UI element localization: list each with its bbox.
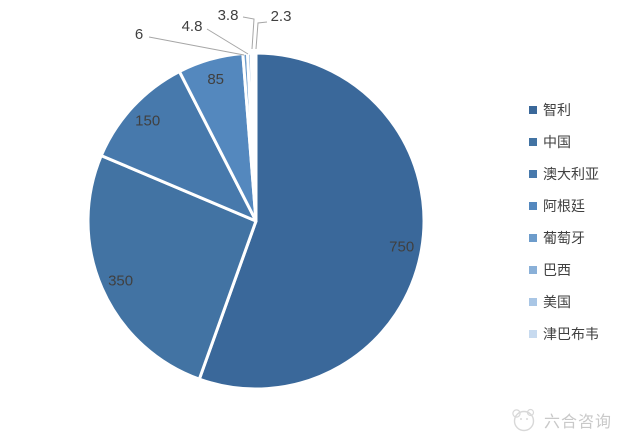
legend-label: 阿根廷 [543,197,585,214]
data-label-0: 750 [389,238,414,255]
legend-label: 智利 [543,101,571,118]
data-label-7: 2.3 [271,8,292,25]
liuhe-logo-icon [512,408,535,432]
legend-item-4: 葡萄牙 [529,228,599,247]
legend-label: 美国 [543,293,571,310]
data-label-5: 4.8 [182,18,203,35]
data-label-1: 350 [108,272,133,289]
data-label-3: 85 [207,71,224,88]
legend: 智利中国澳大利亚阿根廷葡萄牙巴西美国津巴布韦 [529,100,599,343]
data-label-4: 6 [135,26,143,43]
leader-line-5 [206,28,249,55]
legend-item-0: 智利 [529,100,599,119]
legend-marker-icon [529,233,537,242]
legend-marker-icon [529,265,537,274]
pie-slice-7 [252,51,258,223]
data-label-6: 3.8 [218,7,239,24]
pie-slice-0 [197,51,426,391]
legend-item-5: 巴西 [529,260,599,279]
legend-marker-icon [529,137,537,146]
legend-item-2: 澳大利亚 [529,164,599,183]
legend-marker-icon [529,329,537,338]
legend-marker-icon [529,201,537,210]
legend-label: 澳大利亚 [543,165,599,182]
leader-line-7 [255,21,268,50]
watermark-text: 六合咨询 [543,413,612,431]
leader-line-6 [242,16,255,50]
legend-item-6: 美国 [529,292,599,311]
legend-marker-icon [529,169,537,178]
legend-label: 津巴布韦 [543,325,599,342]
data-label-2: 150 [135,112,160,129]
pie-slice-1 [86,154,258,381]
legend-item-1: 中国 [529,132,599,151]
pie-slice-2 [99,69,258,223]
legend-item-3: 阿根廷 [529,196,599,215]
legend-label: 巴西 [543,261,571,278]
legend-label: 葡萄牙 [543,229,585,246]
legend-item-7: 津巴布韦 [529,324,599,343]
watermark: 六合咨询 [509,406,612,433]
legend-marker-icon [529,105,537,114]
leader-line-4 [148,36,245,56]
legend-marker-icon [529,297,537,306]
legend-label: 中国 [543,133,571,150]
